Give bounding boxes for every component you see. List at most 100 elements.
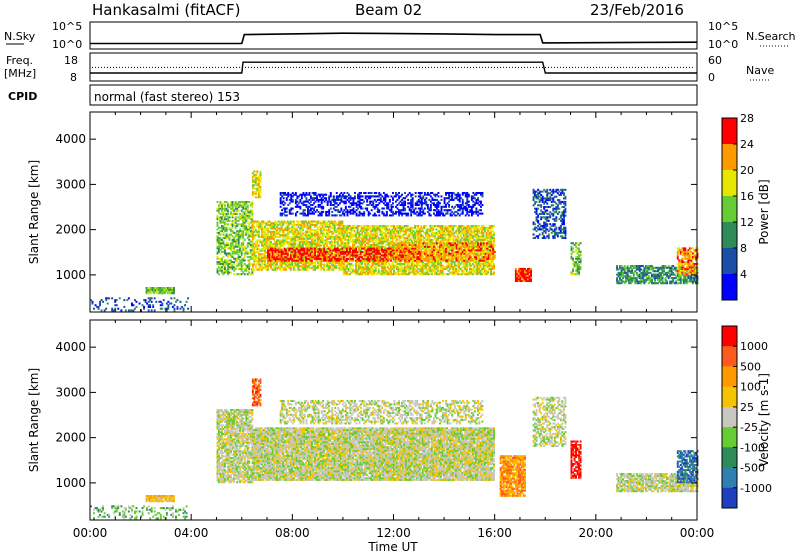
data-cell (350, 228, 353, 231)
data-cell (231, 247, 234, 250)
data-cell (274, 234, 277, 237)
data-cell (282, 223, 285, 226)
data-cell (273, 268, 276, 271)
data-cell (163, 290, 166, 293)
data-cell (306, 244, 309, 247)
data-cell (298, 246, 301, 249)
data-cell (230, 204, 233, 207)
data-cell (355, 262, 358, 265)
data-cell (279, 268, 282, 271)
data-cell (359, 264, 362, 267)
data-cell (364, 238, 367, 241)
data-cell (277, 223, 280, 226)
data-cell (225, 209, 228, 212)
data-cell (225, 245, 228, 248)
data-cell (267, 260, 269, 263)
data-cell (218, 262, 220, 265)
data-cell (327, 263, 330, 266)
data-cell (297, 268, 300, 271)
data-cell (368, 269, 371, 272)
data-cell (367, 231, 370, 234)
data-cell (248, 201, 251, 204)
nsearch-tick-bottom: 10^0 (708, 38, 738, 51)
data-cell (344, 256, 347, 259)
data-cell (371, 230, 374, 233)
data-cell (239, 245, 242, 248)
data-cell (297, 254, 300, 257)
data-cell (365, 242, 368, 245)
data-cell (349, 254, 351, 257)
data-cell (294, 227, 297, 230)
data-cell (261, 261, 263, 264)
data-cell (234, 231, 237, 234)
data-cell (365, 271, 368, 274)
data-cell (231, 242, 234, 245)
data-cell (368, 245, 371, 248)
data-cell (237, 273, 240, 276)
data-cell (353, 240, 356, 243)
data-cell (234, 257, 237, 260)
data-cell (120, 309, 123, 312)
data-cell (388, 243, 391, 246)
data-cell (216, 228, 219, 231)
data-cell (291, 236, 294, 239)
data-cell (240, 266, 243, 269)
data-cell (355, 226, 358, 229)
data-cell (246, 207, 249, 210)
data-cell (233, 240, 236, 243)
data-cell (106, 302, 109, 305)
data-cell (292, 244, 295, 247)
data-cell (365, 266, 368, 269)
data-cell (386, 238, 389, 241)
data-cell (240, 262, 243, 265)
data-cell (231, 204, 234, 207)
data-cell (231, 268, 234, 271)
data-cell (350, 237, 353, 240)
data-cell (230, 254, 233, 257)
data-cell (240, 206, 243, 209)
data-cell (303, 232, 306, 235)
data-cell (341, 225, 344, 228)
data-cell (254, 258, 257, 261)
data-cell (261, 232, 263, 235)
data-cell (344, 249, 347, 252)
data-cell (371, 233, 374, 236)
data-cell (338, 225, 341, 228)
data-cell (240, 254, 243, 257)
data-cell (295, 246, 298, 249)
data-cell (233, 261, 236, 264)
data-cell (314, 246, 317, 249)
data-cell (361, 230, 364, 233)
data-cell (321, 266, 324, 269)
data-cell (335, 229, 338, 232)
data-cell (228, 268, 231, 271)
data-cell (233, 211, 236, 214)
data-cell (420, 225, 423, 228)
data-cell (323, 223, 326, 226)
data-cell (265, 256, 268, 259)
data-cell (277, 266, 280, 269)
data-cell (301, 220, 304, 223)
data-cell (382, 252, 385, 255)
data-cell (262, 244, 265, 247)
data-cell (359, 230, 362, 233)
data-cell (265, 232, 268, 235)
data-cell (159, 292, 162, 295)
data-cell (355, 247, 358, 250)
data-cell (358, 240, 361, 243)
data-cell (294, 246, 297, 249)
data-cell (144, 299, 147, 302)
data-cell (216, 238, 219, 241)
data-cell (368, 226, 371, 229)
data-cell (242, 271, 245, 274)
data-cell (323, 234, 326, 237)
data-cell (352, 226, 354, 229)
data-cell (374, 226, 377, 229)
data-cell (248, 233, 251, 236)
data-cell (388, 231, 391, 234)
data-cell (264, 254, 266, 257)
data-cell (326, 223, 329, 226)
data-cell (361, 226, 364, 229)
data-cell (157, 292, 160, 295)
data-cell (306, 236, 309, 239)
